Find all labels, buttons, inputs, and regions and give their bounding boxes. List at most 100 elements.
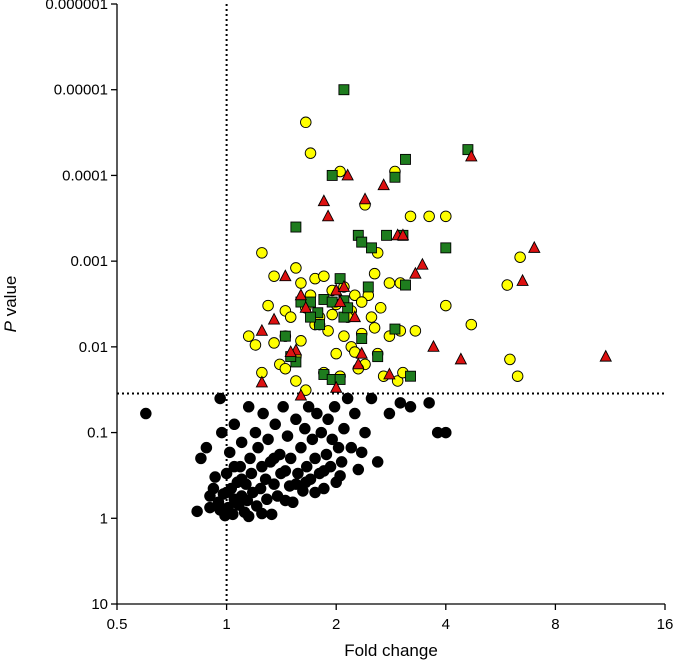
data-point	[383, 277, 396, 289]
data-point	[326, 433, 338, 446]
data-point	[338, 84, 350, 96]
y-axis-title-italic: P	[1, 320, 20, 332]
data-point	[228, 418, 241, 431]
data-point	[349, 407, 361, 420]
data-point	[358, 192, 372, 205]
data-point	[440, 299, 452, 312]
data-point	[338, 422, 350, 435]
x-axis-title: Fold change	[344, 641, 438, 660]
y-tick-label: 10	[91, 596, 108, 613]
y-tick-label: 0.000001	[45, 0, 108, 13]
data-point	[281, 430, 294, 442]
data-point	[200, 441, 213, 454]
data-point	[318, 270, 330, 282]
data-point	[284, 345, 297, 358]
data-point	[305, 311, 316, 323]
data-point	[501, 279, 514, 291]
data-point	[423, 210, 435, 223]
data-point	[279, 494, 292, 507]
data-point	[309, 486, 321, 499]
data-point	[261, 493, 273, 506]
data-point	[394, 397, 407, 409]
data-point	[284, 311, 297, 323]
data-point	[320, 448, 333, 461]
data-point	[341, 168, 354, 181]
data-point	[306, 433, 319, 446]
data-point	[299, 300, 313, 313]
data-point	[404, 401, 417, 413]
data-point	[362, 281, 374, 293]
data-point	[377, 178, 390, 191]
data-points	[140, 84, 612, 523]
data-point	[368, 267, 381, 280]
data-point	[334, 373, 346, 385]
data-point	[348, 310, 362, 323]
data-point	[514, 251, 526, 263]
data-point	[326, 169, 338, 181]
data-point	[349, 289, 361, 302]
data-point	[279, 362, 292, 375]
data-point	[242, 510, 255, 523]
data-point	[372, 351, 384, 363]
data-point	[334, 273, 346, 285]
data-point	[265, 508, 278, 521]
data-point	[256, 247, 268, 259]
data-point	[252, 441, 264, 454]
y-tick-label: 0.00001	[54, 82, 108, 99]
data-point	[294, 388, 308, 401]
data-point	[317, 194, 331, 207]
data-point	[465, 318, 478, 331]
data-point	[302, 401, 315, 413]
data-point	[400, 279, 411, 291]
data-point	[140, 407, 152, 420]
data-point	[249, 339, 262, 351]
data-point	[249, 426, 262, 439]
data-point	[416, 257, 429, 270]
y-tick-label: 1	[100, 510, 108, 527]
data-point	[299, 422, 311, 435]
data-point	[333, 295, 347, 307]
data-point	[383, 367, 396, 380]
data-point	[245, 467, 258, 480]
data-point	[268, 478, 280, 490]
data-point	[374, 302, 387, 314]
data-point	[355, 346, 368, 359]
y-tick-label: 0.0001	[62, 167, 108, 184]
x-tick-label: 2	[332, 616, 340, 633]
data-point	[315, 426, 328, 439]
data-point	[255, 323, 269, 336]
data-point	[295, 335, 307, 347]
data-point	[311, 407, 323, 420]
data-point	[269, 418, 281, 431]
data-point	[309, 452, 321, 465]
data-point	[279, 465, 292, 477]
x-tick-label: 16	[657, 616, 674, 633]
data-point	[227, 508, 239, 521]
data-point	[511, 370, 524, 382]
data-point	[268, 337, 280, 349]
data-point	[262, 299, 274, 312]
data-point	[396, 228, 410, 241]
data-point	[294, 288, 308, 301]
data-point	[356, 236, 368, 248]
data-point	[322, 325, 334, 337]
data-point	[352, 463, 365, 476]
x-tick-label: 1	[222, 616, 230, 633]
x-axis-ticks: 0.5 1 2 4 8 16	[107, 604, 674, 633]
data-point	[389, 323, 401, 335]
data-point	[440, 426, 452, 439]
data-point	[256, 460, 268, 473]
x-tick-label: 0.5	[107, 616, 128, 633]
data-point	[365, 311, 378, 323]
data-point	[228, 460, 241, 473]
data-point	[321, 209, 335, 222]
data-point	[342, 302, 354, 314]
data-point	[334, 470, 346, 482]
data-point	[337, 279, 351, 292]
data-point	[290, 478, 302, 490]
data-point	[371, 456, 384, 468]
data-point	[290, 375, 302, 387]
data-point	[504, 353, 516, 366]
data-point	[341, 392, 354, 405]
